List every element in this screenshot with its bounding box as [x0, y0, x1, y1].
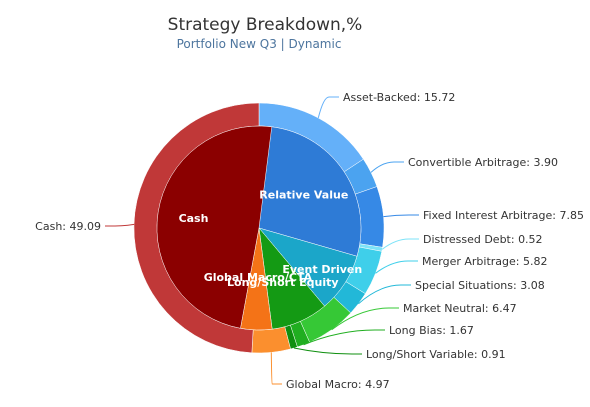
outer-label-convertible-arbitrage: Convertible Arbitrage: 3.90	[408, 156, 558, 169]
inner-slice-relative-value[interactable]	[258, 125, 362, 257]
outer-label-market-neutral: Market Neutral: 6.47	[403, 302, 517, 315]
connector-merger-arbitrage	[375, 260, 418, 274]
outer-label-asset-backed: Asset-Backed: 15.72	[343, 91, 455, 104]
inner-label-cash: Cash	[179, 212, 209, 225]
outer-label-merger-arbitrage: Merger Arbitrage: 5.82	[422, 255, 547, 268]
connector-cash	[105, 223, 135, 227]
connector-asset-backed	[317, 96, 339, 119]
outer-label-cash: Cash: 49.09	[35, 220, 101, 233]
outer-label-long-bias: Long Bias: 1.67	[389, 324, 474, 337]
connector-convertible-arbitrage	[370, 161, 404, 173]
inner-label-global-macro-cta: Global Macro/CTA	[204, 271, 313, 284]
connector-global-macro	[270, 352, 282, 385]
outer-label-distressed-debt: Distressed Debt: 0.52	[423, 233, 543, 246]
outer-label-long-short-variable: Long/Short Variable: 0.91	[366, 348, 506, 361]
connector-special-situations	[358, 284, 411, 305]
connector-long-short-variable	[293, 347, 362, 355]
inner-pie	[156, 125, 362, 331]
outer-label-global-macro: Global Macro: 4.97	[286, 378, 390, 391]
connector-long-bias	[303, 329, 385, 346]
outer-labels: Asset-Backed: 15.72 Convertible Arbitrage…	[35, 91, 584, 391]
outer-slice-global-macro[interactable]	[251, 326, 291, 354]
label-connectors	[105, 96, 419, 385]
inner-label-relative-value: Relative Value	[259, 188, 348, 201]
connector-market-neutral	[331, 307, 399, 331]
chart-title: Strategy Breakdown,%	[168, 15, 363, 35]
inner-label-long-short-equity: Long/Short Equity	[227, 276, 339, 289]
outer-label-fixed-interest-arbitrage: Fixed Interest Arbitrage: 7.85	[423, 209, 584, 222]
inner-slice-cash[interactable]	[156, 125, 273, 329]
inner-label-event-driven: Event Driven	[282, 263, 362, 276]
connector-distressed-debt	[381, 238, 419, 250]
chart-subtitle: Portfolio New Q3 | Dynamic	[177, 37, 342, 51]
outer-ring	[133, 102, 385, 354]
outer-label-special-situations: Special Situations: 3.08	[415, 279, 545, 292]
connector-fixed-interest-arbitrage	[383, 214, 419, 218]
